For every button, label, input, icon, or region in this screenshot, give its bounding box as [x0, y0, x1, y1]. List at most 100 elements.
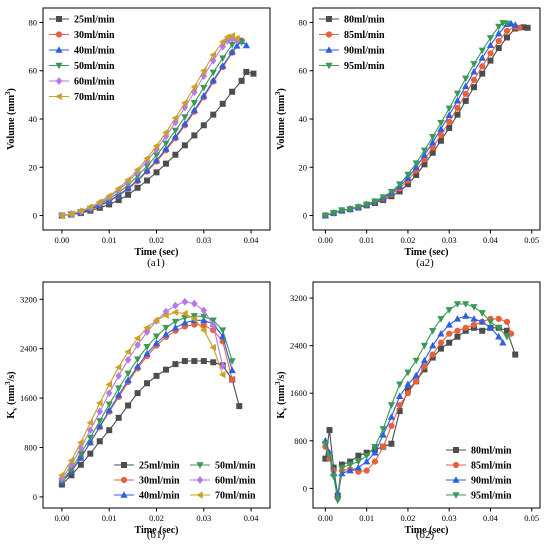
data-point [507, 19, 515, 27]
y-axis-title-tail: ) [6, 88, 17, 91]
data-point [133, 173, 142, 180]
y-tick-label: 800 [24, 442, 37, 452]
data-point [453, 96, 462, 104]
data-point [380, 443, 387, 450]
data-point [200, 72, 208, 80]
data-point [115, 414, 122, 421]
legend-marker [453, 447, 459, 453]
data-point [420, 342, 429, 350]
data-point [396, 381, 404, 389]
data-point [354, 463, 362, 471]
data-point [454, 111, 461, 118]
data-point [479, 63, 486, 70]
data-point [144, 177, 151, 184]
data-point [338, 461, 345, 468]
data-point [181, 142, 188, 149]
data-point [404, 380, 412, 388]
data-point [209, 69, 217, 77]
data-point [143, 349, 151, 357]
data-point [486, 323, 495, 331]
series-90ml-min [321, 312, 507, 498]
legend: 80ml/min 85ml/min 90ml/min 95ml/min [446, 446, 512, 502]
data-point [162, 145, 170, 152]
y-tick-label: 1600 [290, 388, 307, 398]
legend-label: 95ml/min [471, 491, 512, 502]
data-point [124, 376, 132, 383]
data-point [171, 133, 180, 140]
data-point [396, 408, 403, 415]
y-tick-label: 40 [29, 114, 38, 124]
data-point [162, 330, 170, 338]
y-tick-label: 2400 [290, 341, 307, 351]
data-point [446, 330, 453, 337]
data-point [429, 149, 436, 156]
legend-item: 95ml/min [319, 61, 385, 72]
data-point [172, 151, 179, 158]
data-point [152, 333, 161, 341]
data-point [162, 311, 169, 319]
data-point [354, 458, 362, 466]
data-point [133, 362, 142, 370]
data-point [503, 327, 510, 334]
data-point [152, 142, 160, 150]
y-tick-label: 60 [299, 66, 308, 76]
data-point [200, 122, 207, 129]
data-point [228, 366, 236, 374]
legend-label: 60ml/min [215, 476, 256, 487]
data-point [346, 206, 354, 214]
x-tick-label: 0.02 [400, 235, 415, 245]
data-point [478, 310, 486, 317]
data-point [479, 70, 486, 77]
data-point [228, 32, 235, 40]
x-tick-label: 0.03 [196, 235, 211, 245]
data-point [470, 304, 478, 311]
data-point [470, 61, 478, 68]
data-point [462, 90, 469, 98]
data-point [421, 363, 428, 370]
data-point [105, 406, 113, 414]
legend-marker [55, 31, 63, 38]
data-point [105, 192, 113, 200]
data-point [144, 380, 151, 387]
data-point [503, 20, 511, 28]
data-point [200, 358, 207, 365]
legend-item: 80ml/min [319, 15, 385, 26]
data-point [162, 366, 169, 373]
data-point [171, 323, 180, 331]
data-point [470, 67, 478, 75]
data-point [190, 315, 198, 323]
data-point [199, 67, 207, 75]
y-axis-title-main: Volume (mm [6, 94, 17, 150]
data-point [181, 358, 188, 365]
data-point [172, 301, 179, 310]
data-point [152, 152, 161, 159]
data-point [429, 341, 437, 349]
data-point [379, 194, 387, 201]
data-point [371, 458, 379, 465]
x-tick-label: 0.05 [524, 513, 539, 523]
data-point [218, 38, 226, 46]
data-point [209, 343, 217, 352]
legend-label: 40ml/min [74, 46, 115, 57]
data-point [437, 316, 445, 323]
legend: 25ml/min 30ml/min 40ml/min 50ml/min 60ml/min… [49, 15, 115, 103]
data-point [223, 33, 231, 41]
y-axis-title: Volume (mm3) [4, 88, 17, 150]
data-point [429, 134, 437, 141]
data-point [200, 92, 208, 99]
series-line [61, 71, 254, 217]
panel-caption: (b2) [416, 529, 435, 541]
panel-b1: 0.00 0.01 0.02 0.03 0.04 0 800 1600 2400 3200 Time… [4, 281, 271, 541]
data-point [495, 332, 503, 340]
y-tick-label: 80 [299, 17, 308, 27]
data-point [77, 444, 85, 453]
data-point [86, 434, 94, 442]
y-tick-label: 60 [29, 66, 38, 76]
data-point [143, 154, 150, 162]
legend-item: 25ml/min [114, 461, 180, 472]
data-point [495, 45, 502, 52]
data-point [478, 54, 486, 61]
data-point [86, 426, 94, 435]
data-point [238, 39, 246, 47]
y-axis-title-superscript: 3 [274, 381, 282, 385]
